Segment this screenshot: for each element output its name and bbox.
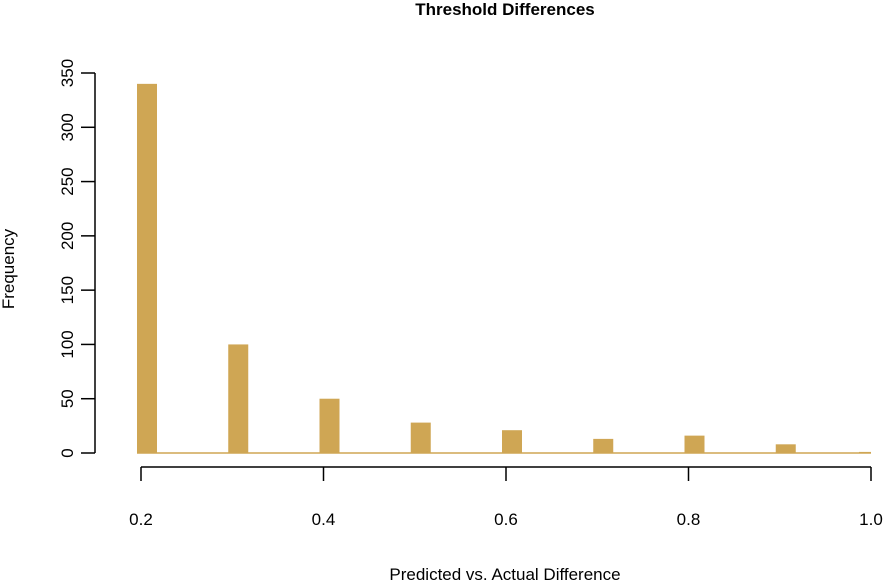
y-tick-label: 350 <box>58 59 77 87</box>
y-axis-label: Frequency <box>0 228 18 309</box>
histogram-bar <box>502 430 522 453</box>
y-tick-label: 50 <box>58 389 77 408</box>
y-tick-label: 0 <box>58 448 77 457</box>
bar-series <box>137 83 871 454</box>
histogram-bar <box>775 444 796 453</box>
x-tick-label: 0.6 <box>494 510 518 529</box>
y-axis: 0 50 100 150 200 250 300 350 <box>58 59 96 458</box>
y-tick-label: 200 <box>58 222 77 250</box>
y-tick-label: 250 <box>58 167 77 195</box>
x-tick-label: 1.0 <box>859 510 883 529</box>
y-tick-label: 100 <box>58 330 77 358</box>
histogram-bar <box>319 398 340 453</box>
x-axis: 0.2 0.4 0.6 0.8 1.0 <box>129 466 883 529</box>
x-tick-label: 0.8 <box>677 510 701 529</box>
histogram-bar <box>684 435 705 453</box>
x-axis-label: Predicted vs. Actual Difference <box>389 565 620 583</box>
x-tick-label: 0.2 <box>129 510 153 529</box>
x-tick-label: 0.4 <box>312 510 336 529</box>
histogram-bar <box>859 451 871 454</box>
histogram-bar <box>228 344 249 453</box>
histogram-bar <box>410 422 431 453</box>
histogram-bar <box>137 83 157 453</box>
y-tick-label: 150 <box>58 276 77 304</box>
y-tick-label: 300 <box>58 113 77 141</box>
chart-title: Threshold Differences <box>415 0 595 19</box>
histogram-bar <box>593 438 614 453</box>
